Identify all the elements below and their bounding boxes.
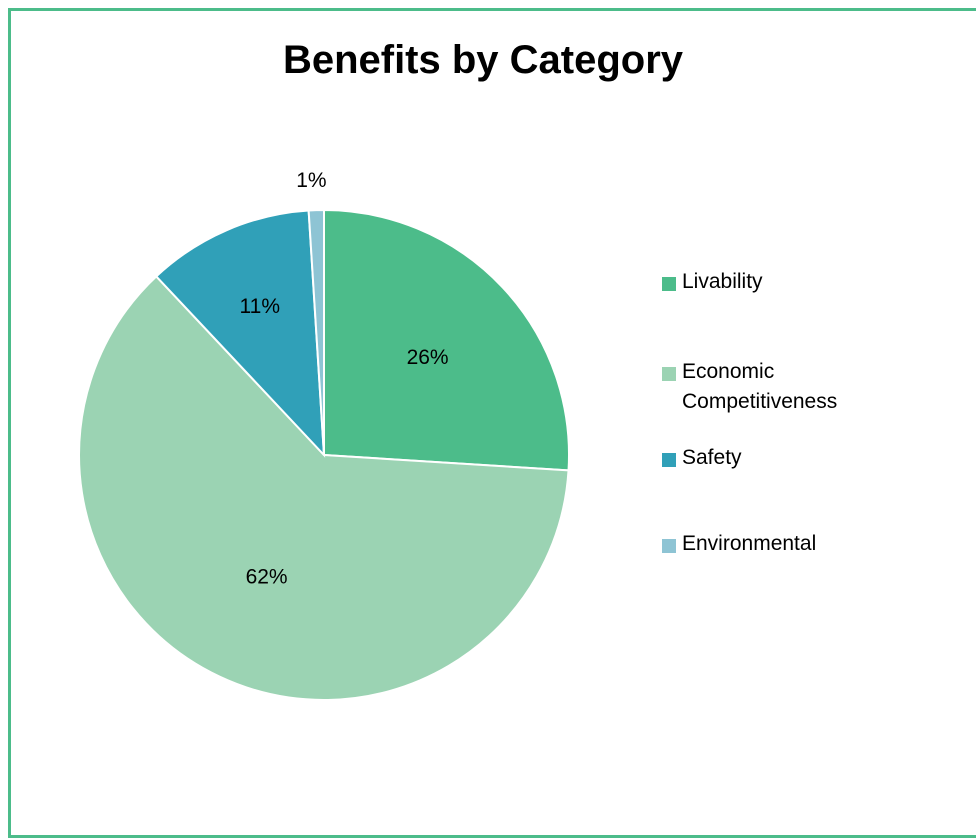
legend-label: Safety [682,446,742,469]
pie-slice-environmental [307,208,325,456]
pie-slice-economic-competitiveness [78,274,570,701]
legend-item-safety: Safety [662,446,902,473]
slice-label-environmental: 1% [296,169,326,192]
legend-item-livability: Livability [662,270,902,297]
legend-label: Environmental [682,532,817,555]
legend-label: Economic Competitiveness [682,360,838,413]
slice-label-economic-competitiveness: 62% [246,565,288,588]
slice-label-safety: 11% [240,295,280,318]
legend-item-environmental: Environmental [662,532,902,559]
pie-slice-safety [154,209,326,458]
legend-label: Livability [682,270,763,293]
pie-slice-livability [323,208,570,472]
legend-item-economic-competitiveness: Economic Competitiveness [662,360,902,417]
legend-swatch [662,539,676,553]
slice-label-livability: 26% [407,346,449,369]
legend-swatch [662,277,676,291]
chart-title: Benefits by Category [282,38,684,82]
legend-swatch [662,367,676,381]
legend-swatch [662,453,676,467]
